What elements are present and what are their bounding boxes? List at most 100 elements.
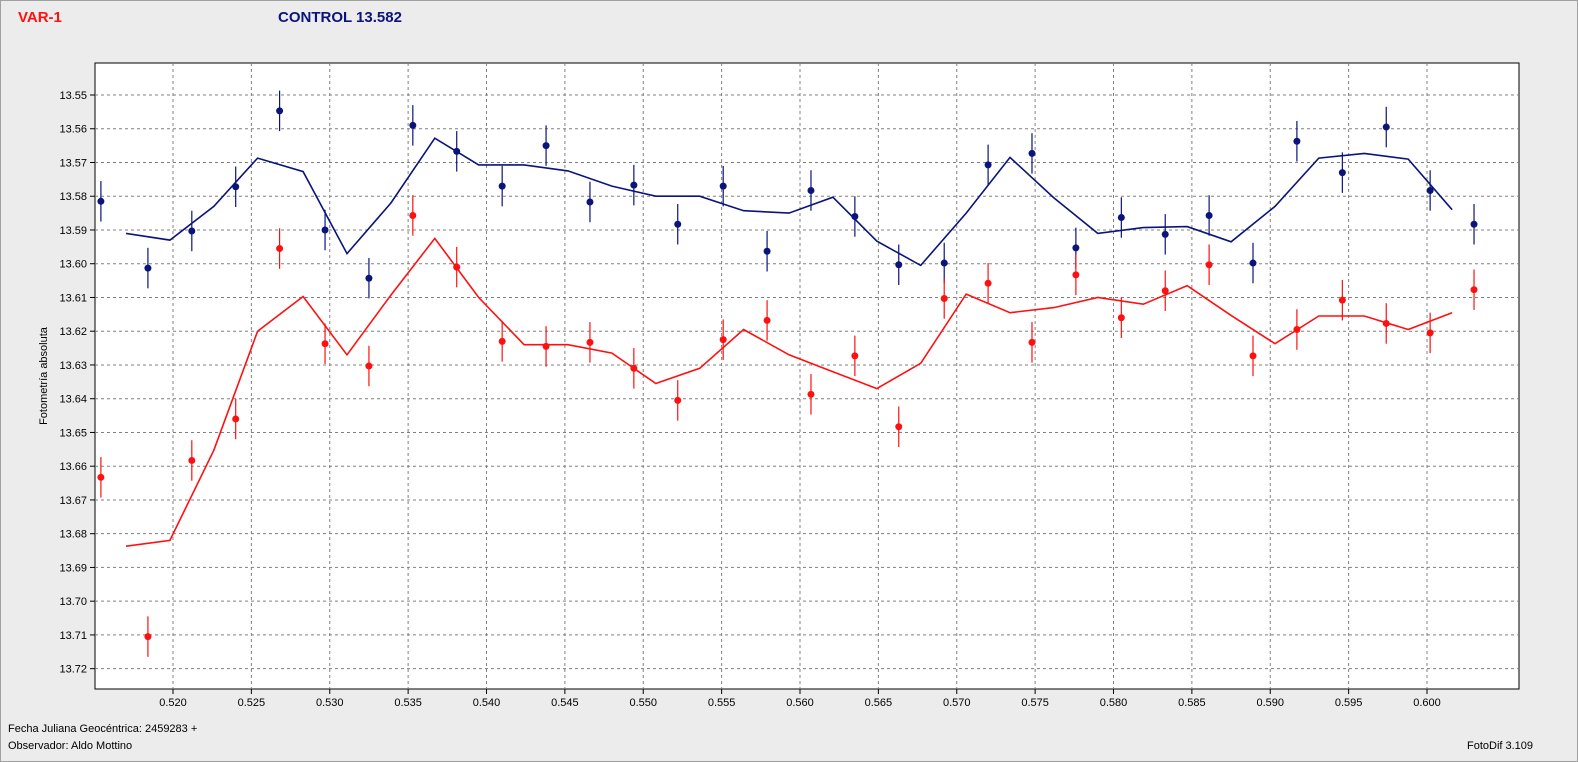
data-point <box>719 336 727 344</box>
plot-area <box>94 62 1520 690</box>
data-point <box>144 633 152 641</box>
data-point <box>984 279 992 287</box>
data-point <box>851 352 859 360</box>
data-point <box>630 364 638 372</box>
fit-line <box>125 137 1453 267</box>
data-point <box>232 183 240 191</box>
data-point <box>586 338 594 346</box>
x-tick-label: 0.600 <box>1413 697 1441 709</box>
jd-label: Fecha Juliana Geocéntrica: 2459283 + <box>8 723 198 735</box>
y-tick-label: 13.63 <box>59 360 87 372</box>
x-tick-label: 0.545 <box>551 697 579 709</box>
data-point <box>188 456 196 464</box>
y-tick-label: 13.71 <box>59 630 87 642</box>
fit-line <box>125 237 1453 547</box>
data-point <box>1117 213 1125 221</box>
x-tick-label: 0.560 <box>786 697 814 709</box>
series-control <box>97 90 1478 299</box>
data-point <box>895 261 903 269</box>
series-variable <box>97 195 1478 657</box>
data-point <box>1117 314 1125 322</box>
y-tick-label: 13.60 <box>59 259 87 271</box>
x-tick-label: 0.595 <box>1335 697 1363 709</box>
data-point <box>321 340 329 348</box>
data-point <box>321 226 329 234</box>
data-point <box>1072 271 1080 279</box>
y-tick-label: 13.68 <box>59 529 87 541</box>
y-axis-ticks: 13.55 13.56 13.57 13.58 13.59 13.60 13.61 13.62… <box>59 90 95 676</box>
x-tick-label: 0.520 <box>159 697 187 709</box>
data-point <box>940 294 948 302</box>
data-point <box>630 181 638 189</box>
data-point <box>763 247 771 255</box>
y-axis-label: Fotometría absoluta <box>38 326 50 425</box>
y-tick-label: 13.64 <box>59 394 87 406</box>
y-tick-label: 13.72 <box>59 664 87 676</box>
data-point <box>807 390 815 398</box>
observer-label: Observador: Aldo Mottino <box>8 740 133 752</box>
data-point <box>453 263 461 271</box>
data-point <box>144 264 152 272</box>
y-tick-label: 13.59 <box>59 225 87 237</box>
data-point <box>1426 329 1434 337</box>
y-tick-label: 13.61 <box>59 292 87 304</box>
data-point <box>1205 261 1213 269</box>
data-point <box>1249 259 1257 267</box>
data-point <box>409 121 417 129</box>
data-point <box>409 211 417 219</box>
data-point <box>984 161 992 169</box>
data-point <box>1470 220 1478 228</box>
y-tick-label: 13.58 <box>59 191 87 203</box>
series-layer <box>97 90 1478 657</box>
x-tick-label: 0.570 <box>943 697 971 709</box>
y-tick-label: 13.62 <box>59 326 87 338</box>
data-point <box>1426 186 1434 194</box>
x-tick-label: 0.555 <box>708 697 736 709</box>
data-point <box>276 107 284 115</box>
data-point <box>1470 286 1478 294</box>
data-point <box>1028 149 1036 157</box>
data-point <box>763 316 771 324</box>
data-point <box>719 182 727 190</box>
data-point <box>276 245 284 253</box>
data-point <box>365 362 373 370</box>
data-point <box>895 423 903 431</box>
data-point <box>1382 319 1390 327</box>
data-point <box>1161 230 1169 238</box>
y-tick-label: 13.69 <box>59 562 87 574</box>
data-point <box>674 220 682 228</box>
y-tick-label: 13.70 <box>59 596 87 608</box>
data-point <box>1028 338 1036 346</box>
y-tick-label: 13.65 <box>59 427 87 439</box>
data-point <box>1338 296 1346 304</box>
data-point <box>97 197 105 205</box>
data-point <box>232 415 240 423</box>
x-tick-label: 0.525 <box>238 697 266 709</box>
grid-lines <box>95 63 1519 689</box>
x-tick-label: 0.530 <box>316 697 344 709</box>
data-point <box>851 212 859 220</box>
data-point <box>188 227 196 235</box>
x-tick-label: 0.590 <box>1256 697 1284 709</box>
data-point <box>453 147 461 155</box>
data-point <box>586 198 594 206</box>
data-point <box>97 473 105 481</box>
x-tick-label: 0.565 <box>865 697 893 709</box>
data-point <box>1293 326 1301 334</box>
software-version: FotoDif 3.109 <box>1467 740 1534 752</box>
data-point <box>1293 137 1301 145</box>
data-point <box>674 396 682 404</box>
variable-title: VAR-1 <box>18 9 62 26</box>
y-tick-label: 13.57 <box>59 157 87 169</box>
data-point <box>542 142 550 150</box>
x-tick-label: 0.585 <box>1178 697 1206 709</box>
x-tick-label: 0.580 <box>1100 697 1128 709</box>
data-point <box>365 274 373 282</box>
y-tick-label: 13.56 <box>59 124 87 136</box>
data-point <box>1072 244 1080 252</box>
data-point <box>1205 211 1213 219</box>
x-axis-ticks: 0.520 0.525 0.530 0.535 0.540 0.545 0.550 0.555… <box>159 689 1441 709</box>
data-point <box>940 259 948 267</box>
data-point <box>1161 287 1169 295</box>
